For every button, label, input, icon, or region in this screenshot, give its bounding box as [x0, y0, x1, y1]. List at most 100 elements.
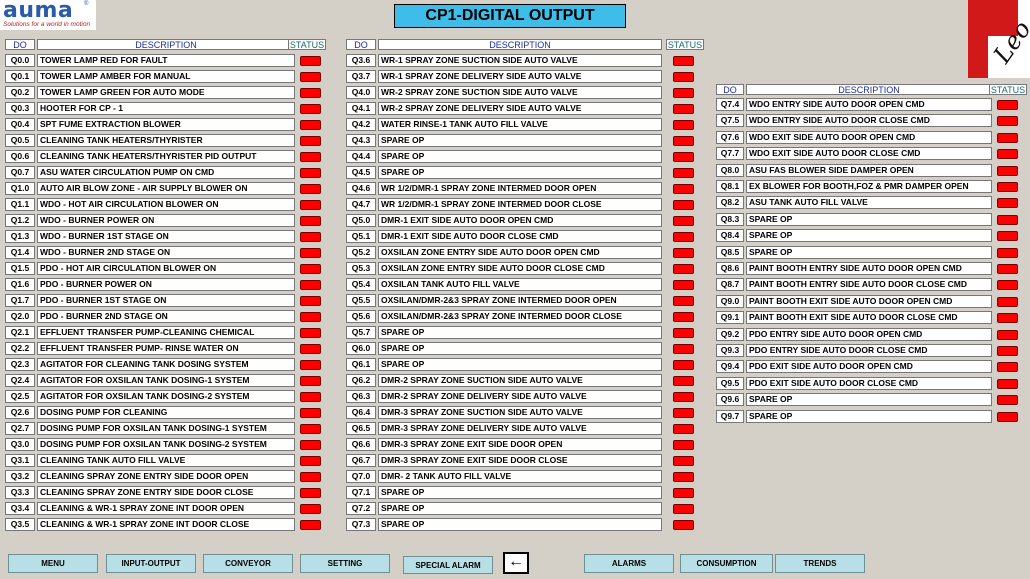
output-row: Q5.6 OXSILAN/DMR-2&3 SPRAY ZONE INTERMED … — [346, 310, 695, 323]
output-description: WDO - HOT AIR CIRCULATION BLOWER ON — [37, 198, 295, 211]
output-description: PDO - BURNER 1ST STAGE ON — [37, 294, 295, 307]
do-address: Q8.3 — [716, 213, 744, 226]
output-description: SPARE OP — [378, 518, 662, 531]
do-address: Q5.6 — [346, 310, 376, 323]
output-row: Q4.2 WATER RINSE-1 TANK AUTO FILL VALVE — [346, 118, 695, 131]
status-indicator — [300, 488, 321, 498]
status-indicator — [673, 408, 694, 418]
do-address: Q6.0 — [346, 342, 376, 355]
output-row: Q0.6 CLEANING TANK HEATERS/THYRISTER PID … — [5, 150, 322, 163]
status-indicator — [300, 296, 321, 306]
output-row: Q1.6 PDO - BURNER POWER ON — [5, 278, 322, 291]
status-indicator — [673, 424, 694, 434]
do-address: Q1.6 — [5, 278, 35, 291]
do-address: Q0.7 — [5, 166, 35, 179]
output-description: PAINT BOOTH EXIT SIDE AUTO DOOR CLOSE CM… — [746, 311, 992, 324]
output-description: PDO EXIT SIDE AUTO DOOR OPEN CMD — [746, 360, 992, 373]
leo-logo: Leo — [968, 0, 1030, 78]
output-description: AGITATOR FOR OXSILAN TANK DOSING-1 SYSTE… — [37, 374, 295, 387]
do-address: Q3.7 — [346, 70, 376, 83]
output-row: Q8.4 SPARE OP — [716, 229, 1019, 242]
do-address: Q1.5 — [5, 262, 35, 275]
status-indicator — [997, 166, 1018, 176]
do-address: Q9.2 — [716, 328, 744, 341]
status-column-header: STATUS — [666, 39, 704, 50]
output-row: Q1.7 PDO - BURNER 1ST STAGE ON — [5, 294, 322, 307]
conveyor-button[interactable]: CONVEYOR — [203, 554, 293, 573]
output-description: PDO ENTRY SIDE AUTO DOOR CLOSE CMD — [746, 344, 992, 357]
status-indicator — [673, 136, 694, 146]
status-indicator — [673, 200, 694, 210]
status-indicator — [997, 362, 1018, 372]
output-description: SPARE OP — [746, 410, 992, 423]
status-indicator — [673, 184, 694, 194]
status-indicator — [300, 440, 321, 450]
output-row: Q4.5 SPARE OP — [346, 166, 695, 179]
status-indicator — [673, 248, 694, 258]
do-address: Q5.1 — [346, 230, 376, 243]
do-address: Q5.2 — [346, 246, 376, 259]
menu-button[interactable]: MENU — [8, 554, 98, 573]
output-row: Q9.1 PAINT BOOTH EXIT SIDE AUTO DOOR CLOS… — [716, 311, 1019, 324]
consumption-button[interactable]: CONSUMPTION — [680, 554, 773, 573]
output-description: DOSING PUMP FOR OXSILAN TANK DOSING-2 SY… — [37, 438, 295, 451]
output-row: Q1.4 WDO - BURNER 2ND STAGE ON — [5, 246, 322, 259]
output-description: OXSILAN ZONE ENTRY SIDE AUTO DOOR CLOSE … — [378, 262, 662, 275]
output-description: WDO ENTRY SIDE AUTO DOOR OPEN CMD — [746, 98, 992, 111]
status-indicator — [673, 56, 694, 66]
do-address: Q2.0 — [5, 310, 35, 323]
status-indicator — [300, 504, 321, 514]
do-address: Q7.1 — [346, 486, 376, 499]
status-indicator — [300, 200, 321, 210]
output-description: DMR- 2 TANK AUTO FILL VALVE — [378, 470, 662, 483]
status-indicator — [300, 408, 321, 418]
back-arrow-button[interactable]: ← — [503, 552, 529, 574]
status-column-header: STATUS — [288, 39, 326, 50]
status-indicator — [300, 472, 321, 482]
status-indicator — [673, 120, 694, 130]
do-address: Q7.4 — [716, 98, 744, 111]
special-alarm-button[interactable]: SPECIAL ALARM — [403, 556, 493, 574]
setting-button[interactable]: SETTING — [300, 554, 390, 573]
output-row: Q7.3 SPARE OP — [346, 518, 695, 531]
input-output-button[interactable]: INPUT-OUTPUT — [106, 554, 196, 573]
output-description: CLEANING SPRAY ZONE ENTRY SIDE DOOR OPEN — [37, 470, 295, 483]
do-address: Q4.1 — [346, 102, 376, 115]
output-row: Q3.6 WR-1 SPRAY ZONE SUCTION SIDE AUTO VA… — [346, 54, 695, 67]
trends-button[interactable]: TRENDS — [775, 554, 865, 573]
do-address: Q6.1 — [346, 358, 376, 371]
do-address: Q2.3 — [5, 358, 35, 371]
do-address: Q7.0 — [346, 470, 376, 483]
status-indicator — [673, 88, 694, 98]
status-indicator — [300, 264, 321, 274]
output-description: AGITATOR FOR OXSILAN TANK DOSING-2 SYSTE… — [37, 390, 295, 403]
do-address: Q5.0 — [346, 214, 376, 227]
output-row: Q4.1 WR-2 SPRAY ZONE DELIVERY SIDE AUTO V… — [346, 102, 695, 115]
output-row: Q1.3 WDO - BURNER 1ST STAGE ON — [5, 230, 322, 243]
output-row: Q9.7 SPARE OP — [716, 410, 1019, 423]
output-description: DMR-3 SPRAY ZONE EXIT SIDE DOOR OPEN — [378, 438, 662, 451]
output-description: WDO EXIT SIDE AUTO DOOR CLOSE CMD — [746, 147, 992, 160]
status-indicator — [673, 296, 694, 306]
status-indicator — [673, 152, 694, 162]
status-indicator — [997, 313, 1018, 323]
output-description: WDO - BURNER 2ND STAGE ON — [37, 246, 295, 259]
output-description: SPARE OP — [746, 229, 992, 242]
status-indicator — [673, 504, 694, 514]
status-indicator — [300, 376, 321, 386]
output-row: Q9.3 PDO ENTRY SIDE AUTO DOOR CLOSE CMD — [716, 344, 1019, 357]
status-indicator — [673, 440, 694, 450]
do-address: Q5.3 — [346, 262, 376, 275]
output-row: Q4.0 WR-2 SPRAY ZONE SUCTION SIDE AUTO VA… — [346, 86, 695, 99]
alarms-button[interactable]: ALARMS — [584, 554, 674, 573]
output-row: Q0.2 TOWER LAMP GREEN FOR AUTO MODE — [5, 86, 322, 99]
do-address: Q5.7 — [346, 326, 376, 339]
output-row: Q0.1 TOWER LAMP AMBER FOR MANUAL — [5, 70, 322, 83]
output-description: HOOTER FOR CP - 1 — [37, 102, 295, 115]
output-description: SPARE OP — [378, 486, 662, 499]
output-row: Q0.0 TOWER LAMP RED FOR FAULT — [5, 54, 322, 67]
status-indicator — [673, 104, 694, 114]
output-description: OXSILAN/DMR-2&3 SPRAY ZONE INTERMED DOOR… — [378, 294, 662, 307]
output-description: WR-1 SPRAY ZONE DELIVERY SIDE AUTO VALVE — [378, 70, 662, 83]
